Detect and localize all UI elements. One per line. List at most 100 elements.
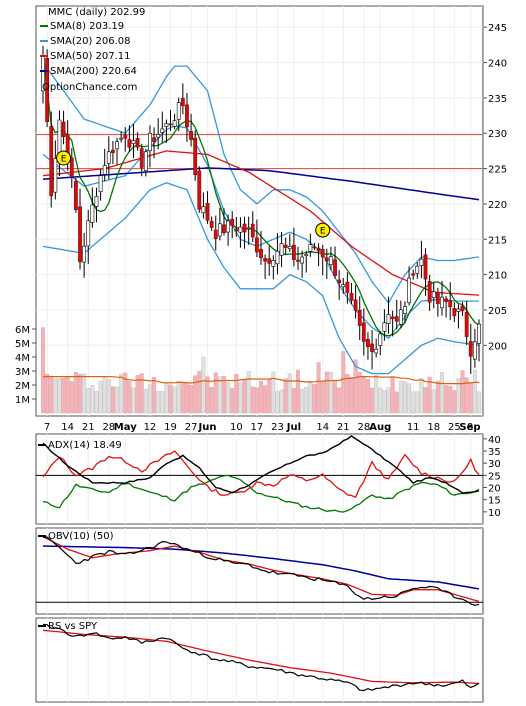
- volume-bar-down: [291, 388, 296, 414]
- volume-tick-label: 5M: [15, 339, 30, 350]
- earnings-markers: EE: [56, 150, 331, 238]
- volume-bar-up: [164, 382, 169, 414]
- price-legend: MMC (daily) 202.99 SMA(8) 203.19 SMA(20)…: [40, 7, 145, 93]
- date-tick-label: 21: [337, 422, 350, 433]
- price-tick-label: 245: [488, 23, 507, 34]
- volume-bar-up: [304, 387, 309, 414]
- candle-up: [102, 165, 107, 175]
- candle-down: [123, 134, 128, 139]
- price-tick-label: 205: [488, 306, 507, 317]
- candle-down: [230, 218, 235, 226]
- date-tick-label: 28: [357, 422, 370, 433]
- candle-down: [139, 148, 144, 168]
- volume-bars: [41, 327, 482, 414]
- candle-up: [374, 348, 379, 354]
- candle-down: [357, 309, 362, 326]
- volume-bar-up: [287, 373, 292, 414]
- volume-bar-down: [345, 374, 350, 414]
- legend-sma50: SMA(50) 207.11: [50, 51, 131, 62]
- volume-bar-up: [160, 391, 165, 414]
- volume-bar-down: [49, 375, 54, 414]
- candle-down: [333, 259, 337, 276]
- volume-bar-down: [61, 377, 66, 414]
- date-tick-label: 25: [448, 422, 461, 433]
- candle-up: [279, 243, 284, 256]
- volume-bar-up: [238, 382, 243, 414]
- candle-up: [341, 284, 346, 288]
- adx-grid: [36, 434, 483, 524]
- candle-up: [407, 277, 411, 303]
- candle-up: [106, 151, 111, 164]
- candle-up: [176, 102, 181, 120]
- volume-bar-up: [131, 387, 136, 414]
- volume-bar-up: [472, 369, 477, 414]
- volume-bar-down: [184, 382, 189, 414]
- volume-bar-up: [217, 376, 222, 414]
- date-tick-label: 18: [427, 422, 440, 433]
- volume-bar-down: [209, 387, 214, 414]
- candle-down: [209, 220, 214, 228]
- volume-bar-up: [94, 391, 99, 414]
- volume-bar-up: [119, 373, 124, 414]
- volume-bar-down: [435, 380, 440, 414]
- volume-bar-down: [193, 375, 198, 414]
- date-tick-label: 21: [82, 422, 95, 433]
- rs-panel-frame: [35, 617, 484, 703]
- volume-bar-up: [378, 387, 383, 414]
- candle-down: [349, 293, 354, 301]
- candle-up: [82, 245, 87, 263]
- volume-bar-down: [337, 387, 342, 414]
- bollinger-lower-line: [42, 182, 480, 375]
- month-label: May: [114, 422, 137, 433]
- candle-down: [411, 273, 416, 276]
- adx-lines: [42, 435, 480, 513]
- volume-bar-down: [316, 362, 321, 414]
- candle-down: [394, 316, 399, 322]
- candle-down: [324, 257, 329, 262]
- earnings-marker: [56, 150, 72, 166]
- volume-bar-down: [230, 388, 235, 414]
- rs-line: [42, 623, 480, 692]
- volume-bar-down: [152, 377, 157, 414]
- volume-bar-down: [452, 390, 457, 414]
- candle-down: [205, 202, 210, 221]
- volume-bar-up: [271, 371, 276, 414]
- volume-average: [43, 376, 479, 385]
- adx-tick-label: 20: [488, 484, 501, 495]
- price-tick-label: 235: [488, 94, 507, 105]
- candle-down: [468, 341, 473, 357]
- volume-tick-label: 4M: [15, 353, 30, 364]
- candle-down: [345, 281, 350, 293]
- candle-up: [131, 140, 136, 144]
- candle-up: [143, 151, 148, 171]
- candle-down: [168, 123, 173, 126]
- adx-tick-label: 35: [488, 447, 501, 458]
- adx-tick-label: 15: [488, 496, 501, 507]
- candle-up: [238, 226, 243, 233]
- candle-down: [263, 258, 268, 262]
- volume-bar-down: [394, 391, 399, 414]
- candle-up: [415, 265, 420, 274]
- adx-tick-label: 10: [488, 508, 501, 519]
- candle-up: [308, 244, 313, 252]
- candle-up: [431, 291, 436, 299]
- candlesticks: [41, 45, 481, 374]
- candle-down: [254, 237, 259, 253]
- volume-bar-down: [444, 385, 449, 414]
- volume-bar-up: [439, 372, 444, 414]
- candle-up: [115, 141, 119, 150]
- volume-bar-down: [221, 376, 226, 414]
- volume-bar-down: [353, 359, 358, 414]
- candle-up: [217, 223, 222, 237]
- volume-bar-up: [374, 375, 379, 414]
- price-axis-ticks: 200 205 210 215 220 225 230 235 240 245: [483, 23, 507, 352]
- volume-bar-up: [143, 389, 148, 414]
- date-tick-label: 23: [271, 422, 284, 433]
- volume-bar-up: [115, 386, 120, 414]
- volume-average-line: [43, 376, 479, 385]
- volume-tick-label: 2M: [15, 381, 30, 392]
- date-tick-label: 17: [251, 422, 264, 433]
- candle-down: [448, 300, 453, 308]
- volume-bar-down: [263, 385, 268, 414]
